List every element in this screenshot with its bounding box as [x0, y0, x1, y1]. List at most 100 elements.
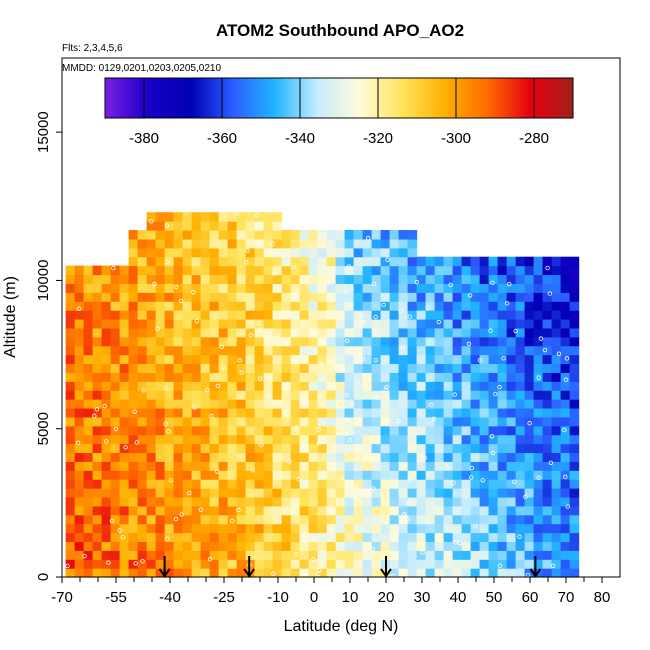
heatmap-cell — [209, 496, 220, 507]
heatmap-cell — [470, 568, 481, 578]
heatmap-cell — [191, 390, 202, 400]
heatmap-cell — [92, 381, 103, 391]
sample-point — [111, 265, 116, 271]
heatmap-cell — [362, 390, 373, 400]
heatmap-cell — [326, 265, 337, 276]
heatmap-cell — [74, 479, 85, 489]
heatmap-cell — [380, 390, 391, 400]
heatmap-cell — [245, 479, 256, 489]
heatmap-cell — [263, 559, 274, 569]
heatmap-cell — [209, 221, 220, 231]
heatmap-cell — [335, 354, 346, 365]
heatmap-cell — [479, 461, 490, 471]
heatmap-cell — [452, 532, 463, 543]
heatmap-cell — [434, 256, 445, 267]
heatmap-cell — [353, 550, 364, 560]
heatmap-cell — [389, 452, 400, 462]
heatmap-cell — [533, 292, 544, 302]
heatmap-cell — [551, 390, 562, 400]
heatmap-cell — [119, 523, 130, 534]
heatmap-cell — [290, 256, 301, 267]
heatmap-cell — [128, 310, 139, 320]
heatmap-cell — [542, 470, 553, 480]
heatmap-cell — [326, 470, 337, 480]
heatmap-cell — [479, 532, 490, 543]
heatmap-cell — [479, 399, 490, 409]
heatmap-cell — [470, 399, 481, 409]
heatmap-cell — [200, 390, 211, 400]
heatmap-cell — [452, 568, 463, 578]
heatmap-cell — [461, 399, 472, 409]
heatmap-cell — [371, 488, 382, 498]
heatmap-cell — [452, 470, 463, 480]
heatmap-cell — [470, 256, 481, 267]
heatmap-cell — [479, 336, 490, 347]
heatmap-cell — [83, 301, 94, 311]
heatmap-cell — [254, 274, 265, 284]
sample-point — [371, 281, 377, 287]
sample-point — [191, 290, 196, 295]
heatmap-cell — [299, 390, 310, 400]
heatmap-cell — [65, 452, 76, 462]
heatmap-cell — [353, 238, 364, 249]
heatmap-cell — [191, 230, 202, 240]
heatmap-cell — [272, 221, 283, 231]
heatmap-cell — [335, 523, 346, 534]
heatmap-cell — [326, 559, 337, 569]
heatmap-cell — [272, 247, 283, 258]
heatmap-cell — [281, 488, 292, 498]
heatmap-cell — [344, 381, 355, 391]
heatmap-cell — [344, 390, 355, 400]
heatmap-cell — [506, 310, 517, 320]
heatmap-cell — [524, 470, 535, 480]
heatmap-cell — [569, 452, 580, 462]
heatmap-cell — [227, 372, 238, 382]
heatmap-cell — [245, 559, 256, 569]
heatmap-cell — [380, 532, 391, 543]
heatmap-cell — [65, 274, 76, 284]
heatmap-cell — [227, 488, 238, 498]
heatmap-cell — [299, 505, 310, 516]
heatmap-cell — [155, 461, 166, 471]
heatmap-cell — [272, 345, 283, 356]
heatmap-cell — [200, 336, 211, 347]
heatmap-cell — [209, 292, 220, 302]
heatmap-cell — [74, 452, 85, 462]
heatmap-cell — [542, 452, 553, 462]
x-tick-label: 50 — [486, 589, 503, 606]
heatmap-cell — [92, 550, 103, 560]
heatmap-cell — [344, 354, 355, 365]
sample-point — [272, 271, 277, 276]
heatmap-cell — [119, 265, 130, 276]
heatmap-cell — [461, 274, 472, 284]
heatmap-cell — [299, 523, 310, 534]
heatmap-cell — [461, 514, 472, 525]
heatmap-cell — [506, 336, 517, 347]
heatmap-cell — [191, 443, 202, 454]
heatmap-cell — [542, 390, 553, 400]
sample-point — [493, 391, 498, 397]
heatmap-cell — [263, 541, 274, 551]
heatmap-cell — [173, 292, 184, 302]
heatmap-cell — [173, 390, 184, 400]
sample-point — [564, 356, 570, 361]
heatmap-cell — [137, 345, 148, 356]
sample-point — [92, 413, 97, 419]
heatmap-cell — [173, 461, 184, 471]
heatmap-cell — [92, 345, 103, 356]
heatmap-cell — [299, 345, 310, 356]
heatmap-cell — [227, 283, 238, 293]
heatmap-cell — [92, 265, 103, 276]
heatmap-cell — [254, 407, 265, 418]
heatmap-cell — [218, 488, 229, 498]
heatmap-cell — [425, 327, 436, 338]
heatmap-cell — [281, 247, 292, 258]
heatmap-cell — [227, 230, 238, 240]
heatmap-cell — [92, 523, 103, 534]
heatmap-cell — [308, 523, 319, 534]
heatmap-cell — [128, 363, 139, 373]
heatmap-cell — [299, 283, 310, 293]
heatmap-cell — [524, 363, 535, 373]
heatmap-cell — [353, 434, 364, 445]
heatmap-cell — [344, 443, 355, 454]
